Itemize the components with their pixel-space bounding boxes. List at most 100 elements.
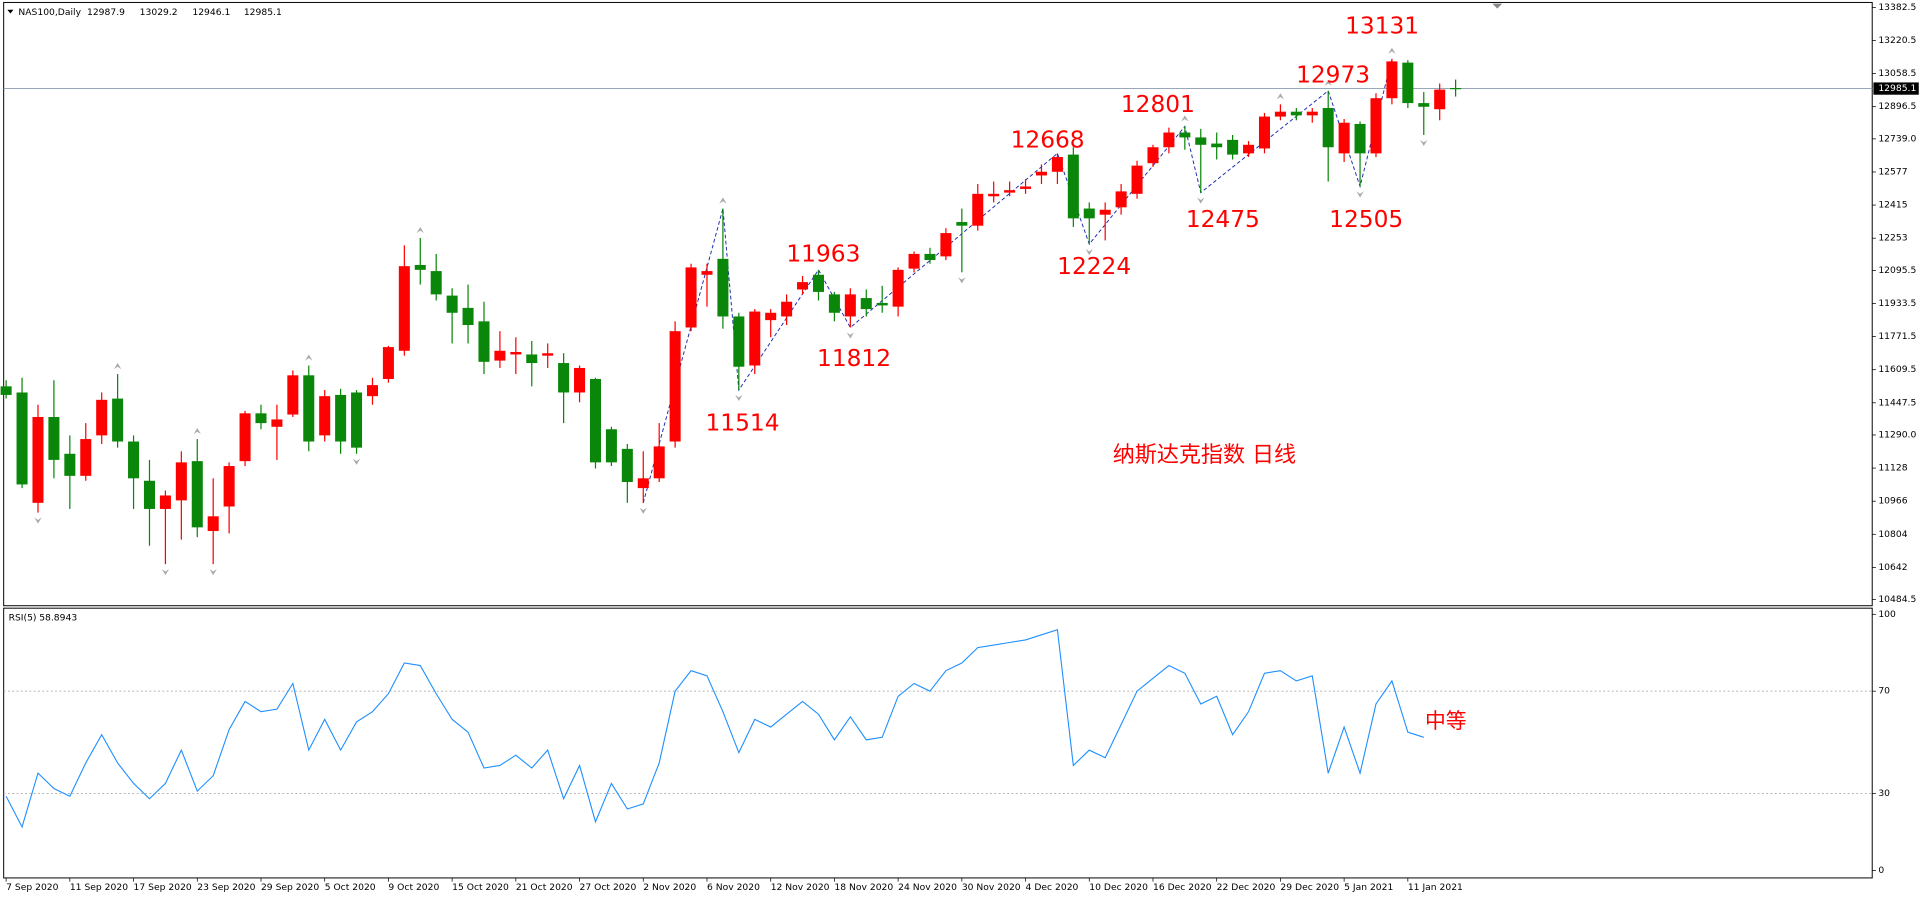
y-tick-label: 100: [1878, 609, 1896, 620]
candle-body: [621, 448, 633, 482]
candle-body: [589, 378, 601, 463]
candle-body: [860, 298, 872, 310]
candle-body: [749, 311, 761, 366]
candle-body: [366, 385, 378, 397]
candle-body: [812, 274, 824, 292]
candle-body: [876, 302, 888, 306]
candle-body: [462, 307, 474, 326]
candle-body: [191, 461, 203, 528]
candle-body: [80, 439, 92, 476]
candle-body: [1434, 89, 1446, 110]
candle-body: [303, 375, 315, 442]
candle-body: [1274, 111, 1286, 117]
x-tick-label: 18 Nov 2020: [834, 882, 893, 893]
y-tick-label: 12095.5: [1878, 265, 1916, 276]
candle-body: [1338, 122, 1350, 154]
x-tick-label: 29 Sep 2020: [261, 882, 319, 893]
chart-shift-marker[interactable]: [1492, 3, 1503, 9]
candle-body: [112, 398, 124, 442]
fractal-arrow: [34, 517, 42, 524]
candle-body: [64, 453, 76, 476]
candle-body: [128, 441, 140, 479]
candle-body: [398, 266, 410, 351]
candle-body: [1450, 87, 1462, 90]
fractal-arrow: [846, 332, 855, 339]
y-tick-label: 0: [1878, 865, 1884, 876]
x-tick-label: 5 Oct 2020: [325, 882, 376, 893]
y-tick-label: 12253: [1878, 233, 1907, 244]
candle-body: [892, 269, 904, 307]
candle-body: [1354, 123, 1366, 154]
y-tick-label: 12415: [1878, 200, 1907, 211]
y-tick-label: 11771.5: [1878, 331, 1916, 342]
candle-body: [287, 375, 299, 415]
candle-body: [1418, 103, 1430, 107]
candle-body: [526, 354, 538, 364]
candle-body: [828, 294, 840, 313]
candle-body: [781, 301, 793, 317]
candle-body: [1004, 190, 1016, 193]
x-tick-label: 5 Jan 2021: [1344, 882, 1393, 893]
pivot-annotation: 11514: [706, 410, 780, 437]
current-price-label: 12985.1: [1878, 83, 1916, 94]
candle-body: [32, 416, 44, 503]
fractal-arrow: [1356, 191, 1364, 198]
candle-body: [908, 253, 920, 269]
candle-body: [255, 413, 267, 424]
rsi-panel-frame: [3, 607, 1873, 879]
candle-body: [207, 516, 219, 532]
x-tick-label: 27 Oct 2020: [580, 882, 637, 893]
candle-body: [16, 392, 28, 485]
y-tick-label: 11290.0: [1878, 429, 1916, 440]
candle-body: [1020, 186, 1032, 189]
y-tick-label: 13382.5: [1878, 2, 1916, 13]
pivot-annotation: 12668: [1011, 127, 1085, 154]
candle-body: [1386, 61, 1398, 99]
x-tick-label: 29 Dec 2020: [1280, 882, 1339, 893]
fractal-arrow: [1324, 79, 1332, 86]
fractal-arrow: [161, 569, 170, 576]
candle-body: [685, 267, 697, 328]
candle-body: [510, 352, 522, 355]
current-price-box: [1873, 82, 1919, 95]
candle-body: [414, 264, 426, 270]
x-tick-label: 17 Sep 2020: [134, 882, 192, 893]
candle-body: [797, 282, 809, 290]
candle-body: [494, 350, 506, 361]
x-tick-label: 15 Oct 2020: [452, 882, 509, 893]
candle-body: [1099, 209, 1111, 215]
candle-body: [319, 396, 331, 436]
candle-body: [653, 446, 665, 479]
candle-body: [446, 295, 458, 313]
pivot-annotation: 11963: [786, 241, 860, 268]
candle-body: [574, 367, 586, 393]
fractal-arrow: [1085, 249, 1093, 256]
fractal-arrow: [1388, 47, 1396, 54]
pivot-annotation: 11812: [817, 345, 891, 372]
y-tick-label: 11933.5: [1878, 298, 1916, 309]
fractal-arrow: [1181, 115, 1189, 122]
y-tick-label: 12577: [1878, 166, 1907, 177]
candle-body: [1370, 98, 1382, 154]
candle-body: [1211, 143, 1223, 148]
y-tick-label: 11447.5: [1878, 397, 1916, 408]
fractal-arrow: [958, 277, 966, 284]
candle-body: [382, 347, 394, 379]
y-tick-label: 70: [1878, 686, 1890, 697]
candle-body: [669, 331, 681, 442]
pivot-annotation: 12801: [1121, 91, 1195, 118]
y-tick-label: 12896.5: [1878, 101, 1916, 112]
rsi-value: 58.8943: [39, 612, 77, 623]
menu-triangle[interactable]: [7, 9, 14, 14]
candle-body: [143, 480, 155, 509]
candle-body: [956, 222, 968, 226]
rsi-title: RSI(5): [9, 612, 37, 623]
rsi-annotation: 中等: [1425, 709, 1467, 733]
candle-body: [96, 399, 108, 436]
x-tick-label: 2 Nov 2020: [643, 882, 696, 893]
candle-body: [430, 271, 442, 295]
fractal-arrow: [719, 197, 727, 204]
candle-body: [1227, 139, 1239, 155]
y-tick-label: 13220.5: [1878, 35, 1916, 46]
x-tick-label: 21 Oct 2020: [516, 882, 573, 893]
